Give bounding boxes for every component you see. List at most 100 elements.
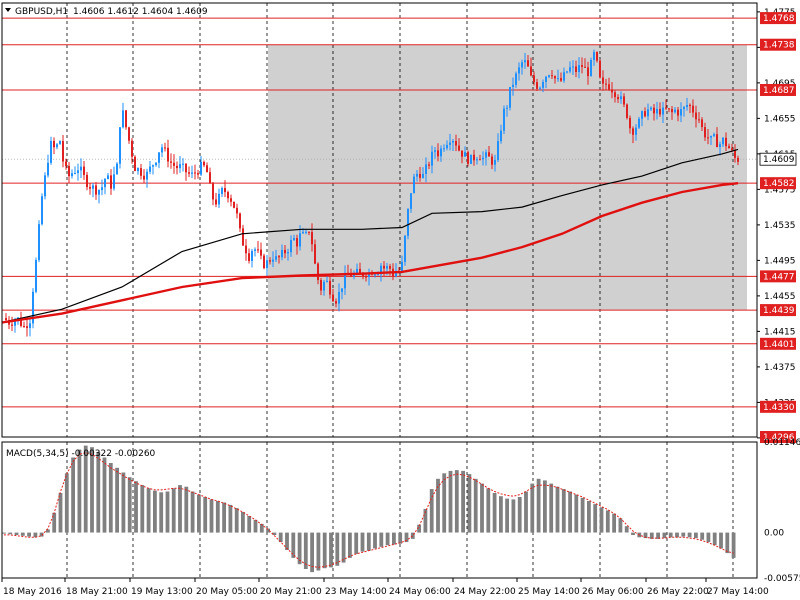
candle-body bbox=[224, 188, 226, 193]
x-tick-label: 23 May 14:00 bbox=[325, 587, 387, 597]
macd-bar bbox=[593, 504, 598, 533]
candle-body bbox=[239, 213, 241, 229]
macd-bar bbox=[694, 532, 698, 539]
candle-body bbox=[356, 268, 358, 274]
macd-bar bbox=[341, 532, 346, 563]
candle-body bbox=[329, 280, 331, 295]
macd-bar bbox=[285, 532, 289, 550]
macd-bar bbox=[253, 519, 258, 533]
macd-bar bbox=[417, 524, 421, 533]
level-price-label: 1.4439 bbox=[763, 306, 795, 316]
candle-body bbox=[173, 162, 175, 166]
macd-bar bbox=[278, 532, 283, 543]
candle-body bbox=[611, 89, 613, 93]
level-price-tag bbox=[760, 337, 796, 350]
candle-body bbox=[464, 152, 466, 157]
symbol-dropdown-icon[interactable] bbox=[5, 8, 11, 12]
candle-body bbox=[242, 228, 244, 246]
candle-body bbox=[203, 161, 205, 166]
moving-averages-layer bbox=[1, 148, 739, 324]
macd-bar bbox=[643, 532, 648, 539]
candle-body bbox=[395, 270, 397, 277]
candle-body bbox=[185, 163, 187, 173]
candle-body bbox=[290, 240, 292, 253]
macd-bar bbox=[115, 467, 119, 533]
macd-bar bbox=[404, 532, 409, 543]
candle-body bbox=[629, 117, 631, 129]
level-price-tag bbox=[760, 431, 796, 443]
candle-body bbox=[470, 154, 472, 164]
candle-body bbox=[536, 82, 538, 89]
candle-body bbox=[686, 105, 688, 108]
macd-scale-label: -0.00575 bbox=[764, 574, 800, 584]
candle-body bbox=[434, 150, 436, 152]
candle-body bbox=[581, 65, 583, 67]
candle-body bbox=[458, 145, 460, 151]
candle-body bbox=[671, 109, 673, 113]
level-price-label: 1.4296 bbox=[763, 433, 795, 443]
candle-body bbox=[209, 172, 211, 184]
candle-body bbox=[521, 62, 523, 68]
candle-body bbox=[35, 260, 37, 292]
candle-body bbox=[179, 164, 181, 169]
candle-body bbox=[113, 174, 115, 189]
macd-bar bbox=[64, 473, 69, 533]
macd-bar bbox=[96, 452, 101, 533]
candle-body bbox=[467, 152, 469, 164]
candle-body bbox=[689, 105, 691, 107]
macd-bar bbox=[385, 532, 390, 546]
macd-bar bbox=[329, 532, 333, 568]
x-tick-label: 18 May 2016 bbox=[3, 587, 62, 597]
candle-body bbox=[653, 107, 655, 114]
candle-body bbox=[62, 141, 64, 162]
candle-body bbox=[359, 268, 361, 274]
x-tick-label: 26 May 22:00 bbox=[647, 587, 709, 597]
macd-bar bbox=[146, 488, 151, 533]
candle-body bbox=[269, 260, 271, 262]
candle-body bbox=[410, 193, 412, 209]
candle-body bbox=[125, 110, 127, 128]
candle-body bbox=[425, 164, 427, 174]
macd-bar bbox=[8, 532, 13, 535]
macd-bar bbox=[656, 532, 660, 539]
candle-body bbox=[509, 86, 511, 108]
macd-bar bbox=[2, 532, 6, 534]
macd-bar bbox=[442, 473, 447, 533]
candle-body bbox=[692, 105, 694, 113]
candle-body bbox=[596, 52, 598, 61]
candle-body bbox=[326, 280, 328, 282]
candle-body bbox=[602, 77, 604, 84]
macd-bar bbox=[159, 492, 164, 533]
candle-body bbox=[695, 112, 697, 120]
level-price-tag bbox=[760, 304, 796, 317]
macd-bar bbox=[52, 512, 57, 533]
candle-body bbox=[212, 183, 214, 200]
candle-body bbox=[506, 107, 508, 109]
macd-label: MACD(5,34,5) -0.00322 -0.00260 bbox=[6, 449, 156, 459]
macd-bar bbox=[517, 497, 522, 533]
macd-bar bbox=[77, 449, 82, 533]
symbol-label: GBPUSD,H1 bbox=[15, 7, 68, 17]
candle-body bbox=[440, 148, 442, 157]
candle-body bbox=[530, 66, 532, 76]
candle-body bbox=[578, 65, 580, 72]
candle-body bbox=[221, 188, 223, 194]
candle-body bbox=[29, 323, 31, 328]
macd-bar bbox=[511, 499, 516, 533]
candle-body bbox=[431, 151, 433, 166]
candle-body bbox=[404, 235, 406, 262]
range-box bbox=[268, 44, 747, 311]
macd-bar bbox=[190, 491, 195, 533]
candle-body bbox=[599, 60, 601, 78]
candle-body bbox=[248, 253, 250, 261]
macd-bar bbox=[234, 508, 239, 533]
macd-bar bbox=[297, 532, 302, 565]
level-price-label: 1.4477 bbox=[763, 272, 795, 282]
candle-body bbox=[137, 168, 139, 172]
candle-body bbox=[278, 256, 280, 258]
macd-bar bbox=[480, 483, 484, 533]
candle-body bbox=[527, 60, 529, 67]
candle-body bbox=[332, 294, 334, 302]
macd-bar bbox=[524, 491, 528, 533]
